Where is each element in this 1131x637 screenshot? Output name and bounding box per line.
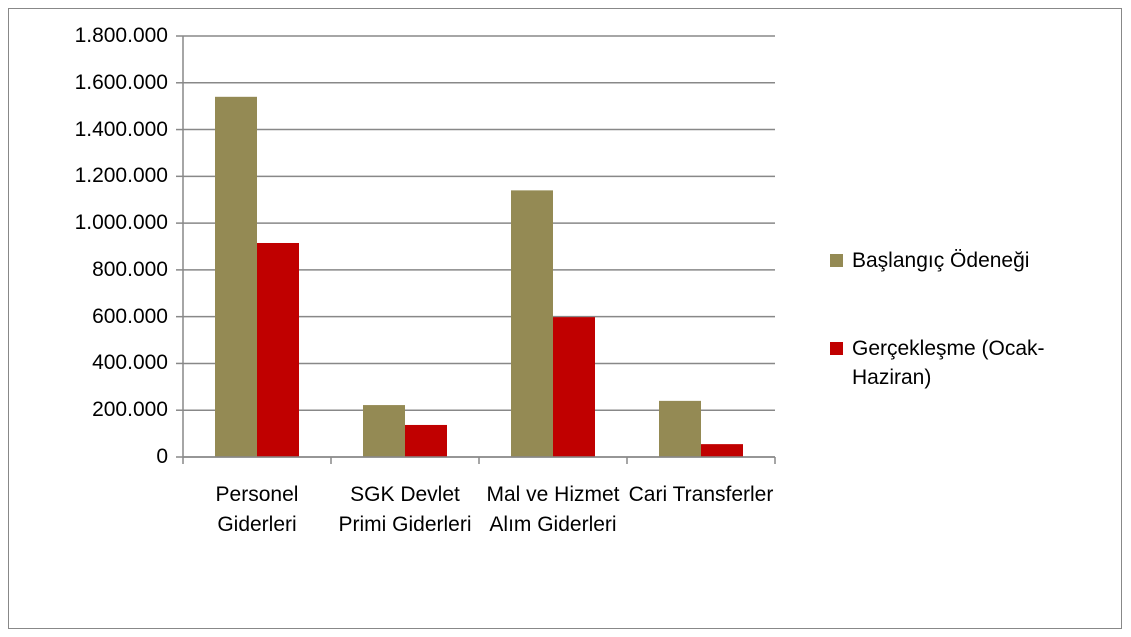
bar <box>511 190 553 457</box>
y-tick-label: 1.200.000 <box>74 164 168 188</box>
y-tick-label: 1.400.000 <box>74 117 168 141</box>
y-tick-label: 0 <box>156 445 168 468</box>
bar <box>363 405 405 457</box>
bar <box>405 424 447 457</box>
legend-swatch <box>830 342 843 355</box>
bar <box>215 96 257 458</box>
y-tick-label: 1.800.000 <box>74 24 168 47</box>
x-tick-label: Personel Giderleri <box>215 483 299 536</box>
x-tick-label: Mal ve Hizmet Alım Giderleri <box>486 483 620 536</box>
x-tick-label: SGK Devlet Primi Giderleri <box>338 483 472 536</box>
legend-label: Gerçekleşme (Ocak-Haziran) <box>852 337 1045 389</box>
y-tick-label: 600.000 <box>92 304 168 328</box>
y-tick-label: 1.000.000 <box>74 211 168 235</box>
y-tick-label: 400.000 <box>92 351 168 375</box>
bar <box>701 444 743 457</box>
legend-swatch <box>830 254 843 267</box>
bar <box>257 242 299 457</box>
y-tick-label: 800.000 <box>92 257 168 281</box>
x-tick-label: Cari Transferler <box>628 483 774 506</box>
y-tick-label: 1.600.000 <box>74 70 168 94</box>
y-tick-label: 200.000 <box>92 398 168 422</box>
bar <box>553 317 595 457</box>
legend-label: Başlangıç Ödeneği <box>852 249 1030 272</box>
bar <box>659 400 701 457</box>
